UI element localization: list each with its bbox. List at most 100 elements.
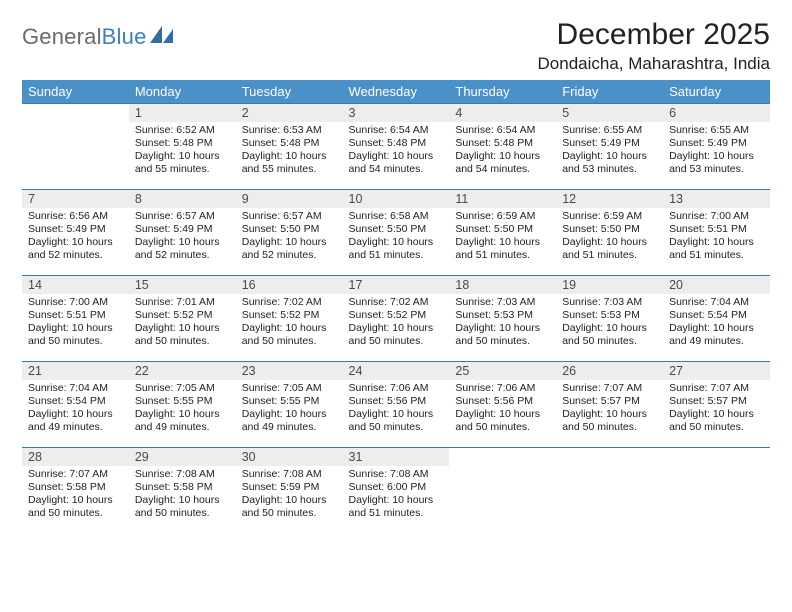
sail-icon — [150, 26, 174, 49]
day-body: Sunrise: 6:59 AMSunset: 5:50 PMDaylight:… — [556, 208, 663, 267]
day-number: 24 — [343, 362, 450, 380]
calendar-cell: 10Sunrise: 6:58 AMSunset: 5:50 PMDayligh… — [343, 190, 450, 276]
day-number: 21 — [22, 362, 129, 380]
title-block: December 2025 Dondaicha, Maharashtra, In… — [538, 18, 770, 74]
daylight-text: Daylight: 10 hours and 50 minutes. — [562, 408, 657, 434]
day-body: Sunrise: 6:54 AMSunset: 5:48 PMDaylight:… — [449, 122, 556, 181]
calendar-cell: 6Sunrise: 6:55 AMSunset: 5:49 PMDaylight… — [663, 104, 770, 190]
calendar-row: 28Sunrise: 7:07 AMSunset: 5:58 PMDayligh… — [22, 448, 770, 534]
day-number: 15 — [129, 276, 236, 294]
weekday-header: Wednesday — [343, 80, 450, 104]
sunrise-text: Sunrise: 6:59 AM — [562, 210, 657, 223]
calendar-cell: 9 Sunrise: 6:57 AMSunset: 5:50 PMDaylight… — [236, 190, 343, 276]
brand-name: GeneralBlue — [22, 24, 147, 50]
day-body: Sunrise: 6:55 AMSunset: 5:49 PMDaylight:… — [663, 122, 770, 181]
day-number: 10 — [343, 190, 450, 208]
day-body: Sunrise: 7:07 AMSunset: 5:57 PMDaylight:… — [556, 380, 663, 439]
sunset-text: Sunset: 5:58 PM — [135, 481, 230, 494]
sunset-text: Sunset: 6:00 PM — [349, 481, 444, 494]
calendar-cell: 12Sunrise: 6:59 AMSunset: 5:50 PMDayligh… — [556, 190, 663, 276]
daylight-text: Daylight: 10 hours and 50 minutes. — [28, 494, 123, 520]
day-body: Sunrise: 7:06 AMSunset: 5:56 PMDaylight:… — [343, 380, 450, 439]
calendar-cell: 19Sunrise: 7:03 AMSunset: 5:53 PMDayligh… — [556, 276, 663, 362]
day-body: Sunrise: 6:57 AMSunset: 5:49 PMDaylight:… — [129, 208, 236, 267]
daylight-text: Daylight: 10 hours and 52 minutes. — [28, 236, 123, 262]
day-body: Sunrise: 7:00 AMSunset: 5:51 PMDaylight:… — [22, 294, 129, 353]
calendar-cell: 15Sunrise: 7:01 AMSunset: 5:52 PMDayligh… — [129, 276, 236, 362]
day-number: 27 — [663, 362, 770, 380]
calendar-cell: 31Sunrise: 7:08 AMSunset: 6:00 PMDayligh… — [343, 448, 450, 534]
day-body: Sunrise: 6:58 AMSunset: 5:50 PMDaylight:… — [343, 208, 450, 267]
sunset-text: Sunset: 5:56 PM — [455, 395, 550, 408]
sunrise-text: Sunrise: 7:08 AM — [135, 468, 230, 481]
sunrise-text: Sunrise: 6:57 AM — [135, 210, 230, 223]
sunset-text: Sunset: 5:48 PM — [349, 137, 444, 150]
calendar-cell — [449, 448, 556, 534]
calendar-cell: 7Sunrise: 6:56 AMSunset: 5:49 PMDaylight… — [22, 190, 129, 276]
sunset-text: Sunset: 5:52 PM — [135, 309, 230, 322]
sunrise-text: Sunrise: 7:02 AM — [349, 296, 444, 309]
daylight-text: Daylight: 10 hours and 49 minutes. — [135, 408, 230, 434]
sunrise-text: Sunrise: 7:03 AM — [455, 296, 550, 309]
day-body: Sunrise: 7:02 AMSunset: 5:52 PMDaylight:… — [236, 294, 343, 353]
sunrise-text: Sunrise: 6:55 AM — [669, 124, 764, 137]
sunrise-text: Sunrise: 6:58 AM — [349, 210, 444, 223]
daylight-text: Daylight: 10 hours and 50 minutes. — [135, 322, 230, 348]
sunrise-text: Sunrise: 7:03 AM — [562, 296, 657, 309]
sunrise-text: Sunrise: 7:02 AM — [242, 296, 337, 309]
calendar-cell: 4Sunrise: 6:54 AMSunset: 5:48 PMDaylight… — [449, 104, 556, 190]
location-subtitle: Dondaicha, Maharashtra, India — [538, 54, 770, 74]
day-number: 11 — [449, 190, 556, 208]
day-number: 6 — [663, 104, 770, 122]
calendar-cell: 2Sunrise: 6:53 AMSunset: 5:48 PMDaylight… — [236, 104, 343, 190]
day-number: 14 — [22, 276, 129, 294]
calendar-row: 14Sunrise: 7:00 AMSunset: 5:51 PMDayligh… — [22, 276, 770, 362]
day-body: Sunrise: 6:56 AMSunset: 5:49 PMDaylight:… — [22, 208, 129, 267]
daylight-text: Daylight: 10 hours and 50 minutes. — [135, 494, 230, 520]
daylight-text: Daylight: 10 hours and 52 minutes. — [242, 236, 337, 262]
sunset-text: Sunset: 5:48 PM — [135, 137, 230, 150]
daylight-text: Daylight: 10 hours and 51 minutes. — [455, 236, 550, 262]
sunset-text: Sunset: 5:51 PM — [669, 223, 764, 236]
day-number: 2 — [236, 104, 343, 122]
day-number: 9 — [236, 190, 343, 208]
sunrise-text: Sunrise: 6:59 AM — [455, 210, 550, 223]
day-number: 20 — [663, 276, 770, 294]
sunset-text: Sunset: 5:54 PM — [28, 395, 123, 408]
day-number: 12 — [556, 190, 663, 208]
daylight-text: Daylight: 10 hours and 50 minutes. — [242, 494, 337, 520]
daylight-text: Daylight: 10 hours and 50 minutes. — [28, 322, 123, 348]
calendar-cell — [556, 448, 663, 534]
day-body: Sunrise: 7:06 AMSunset: 5:56 PMDaylight:… — [449, 380, 556, 439]
sunrise-text: Sunrise: 6:57 AM — [242, 210, 337, 223]
sunset-text: Sunset: 5:53 PM — [562, 309, 657, 322]
sunset-text: Sunset: 5:50 PM — [242, 223, 337, 236]
daylight-text: Daylight: 10 hours and 50 minutes. — [349, 322, 444, 348]
sunrise-text: Sunrise: 6:56 AM — [28, 210, 123, 223]
calendar-body: 1Sunrise: 6:52 AMSunset: 5:48 PMDaylight… — [22, 104, 770, 534]
day-body: Sunrise: 6:55 AMSunset: 5:49 PMDaylight:… — [556, 122, 663, 181]
sunrise-text: Sunrise: 7:08 AM — [349, 468, 444, 481]
day-number: 26 — [556, 362, 663, 380]
day-number: 3 — [343, 104, 450, 122]
sunset-text: Sunset: 5:49 PM — [28, 223, 123, 236]
day-body: Sunrise: 7:03 AMSunset: 5:53 PMDaylight:… — [449, 294, 556, 353]
daylight-text: Daylight: 10 hours and 51 minutes. — [349, 494, 444, 520]
day-body: Sunrise: 7:08 AMSunset: 5:58 PMDaylight:… — [129, 466, 236, 525]
calendar-cell: 1Sunrise: 6:52 AMSunset: 5:48 PMDaylight… — [129, 104, 236, 190]
daylight-text: Daylight: 10 hours and 53 minutes. — [669, 150, 764, 176]
calendar-cell: 13Sunrise: 7:00 AMSunset: 5:51 PMDayligh… — [663, 190, 770, 276]
day-number: 7 — [22, 190, 129, 208]
daylight-text: Daylight: 10 hours and 54 minutes. — [455, 150, 550, 176]
sunrise-text: Sunrise: 7:08 AM — [242, 468, 337, 481]
calendar-cell: 27Sunrise: 7:07 AMSunset: 5:57 PMDayligh… — [663, 362, 770, 448]
day-number: 17 — [343, 276, 450, 294]
daylight-text: Daylight: 10 hours and 49 minutes. — [669, 322, 764, 348]
sunset-text: Sunset: 5:53 PM — [455, 309, 550, 322]
sunset-text: Sunset: 5:54 PM — [669, 309, 764, 322]
calendar-cell: 20Sunrise: 7:04 AMSunset: 5:54 PMDayligh… — [663, 276, 770, 362]
calendar-cell: 29Sunrise: 7:08 AMSunset: 5:58 PMDayligh… — [129, 448, 236, 534]
brand-name-b: Blue — [102, 24, 147, 49]
sunset-text: Sunset: 5:50 PM — [562, 223, 657, 236]
daylight-text: Daylight: 10 hours and 51 minutes. — [669, 236, 764, 262]
